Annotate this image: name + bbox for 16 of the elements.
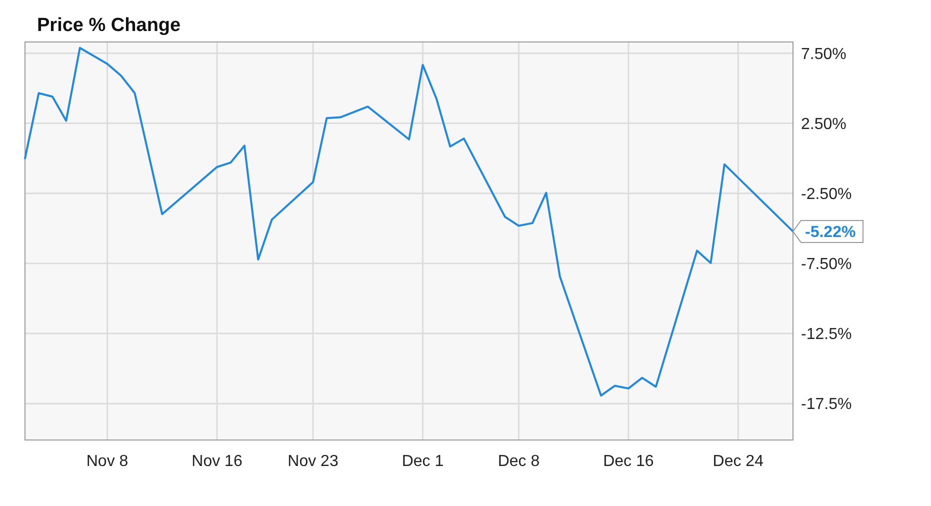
chart-title: Price % Change xyxy=(37,15,181,36)
x-tick-label: Dec 1 xyxy=(402,453,444,470)
x-tick-label: Nov 8 xyxy=(86,453,128,470)
line-series xyxy=(24,46,794,397)
annotation: -5.22% xyxy=(805,224,856,242)
x-tick-label: Nov 16 xyxy=(192,453,242,470)
x-tick-label: Dec 16 xyxy=(603,453,654,470)
y-tick-label: -12.5% xyxy=(801,326,852,344)
y-tick-label: 2.50% xyxy=(801,116,846,133)
y-tick-label: -17.5% xyxy=(801,396,852,414)
x-tick-label: Nov 23 xyxy=(288,453,338,470)
x-tick-label: Dec 8 xyxy=(498,453,540,470)
y-tick-label: -2.50% xyxy=(801,186,852,203)
x-tick-label: Dec 24 xyxy=(712,453,764,470)
y-tick-label: 7.50% xyxy=(801,46,846,63)
y-tick-label: -7.50% xyxy=(801,256,852,274)
